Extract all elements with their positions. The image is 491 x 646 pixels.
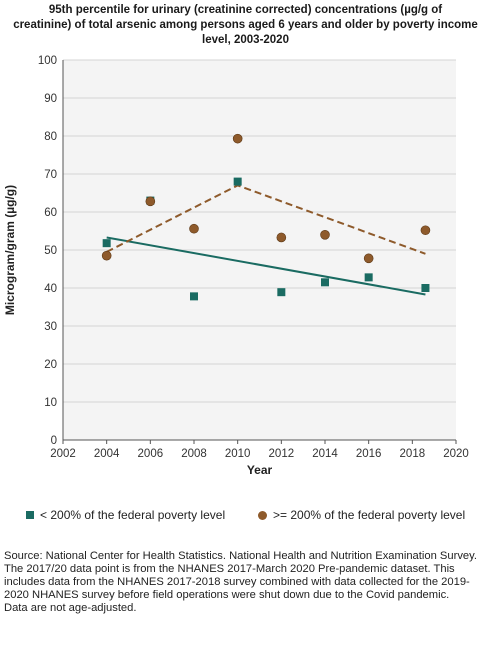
data-point-below-200 — [277, 288, 286, 297]
y-tick-label: 30 — [44, 321, 57, 333]
y-tick-label: 90 — [44, 93, 57, 105]
y-tick-label: 40 — [44, 283, 57, 295]
x-tick-label: 2010 — [225, 448, 251, 460]
data-point-below-200 — [321, 278, 329, 287]
x-tick-label: 2018 — [400, 448, 426, 460]
x-tick-label: 2004 — [94, 448, 120, 460]
x-tick-label: 2016 — [356, 448, 382, 460]
data-point-below-200 — [102, 239, 111, 248]
trend-line-below-200 — [106, 236, 426, 296]
y-tick-label: 100 — [38, 55, 57, 67]
data-point-below-200 — [421, 284, 430, 292]
y-axis-title: Microgram/gram (µg/g) — [3, 185, 17, 315]
y-tick-label: 20 — [44, 359, 57, 371]
x-tick-label: 2014 — [312, 448, 338, 460]
data-point-above-200 — [320, 230, 330, 240]
y-tick-label: 10 — [44, 397, 57, 409]
y-tick-label: 80 — [44, 131, 57, 143]
legend-square-marker — [26, 511, 34, 519]
legend-item-above-200: >= 200% of the federal poverty level — [258, 508, 465, 522]
source-line: Source: National Center for Health Stati… — [4, 550, 478, 562]
data-point-above-200 — [189, 223, 199, 234]
data-point-below-200 — [190, 292, 198, 301]
y-tick-label: 0 — [51, 435, 57, 447]
source-notes: Source: National Center for Health Stati… — [4, 550, 488, 615]
y-tick-label: 60 — [44, 207, 57, 219]
data-point-below-200 — [233, 177, 242, 186]
x-tick-label: 2008 — [181, 448, 207, 460]
x-tick-label: 2012 — [269, 448, 295, 460]
chart-title: 95th percentile for urinary (creatinine … — [13, 4, 478, 46]
data-point-above-200 — [232, 133, 243, 144]
legend-circle-marker — [258, 510, 267, 520]
y-tick-label: 70 — [44, 169, 57, 181]
data-point-above-200 — [145, 196, 156, 207]
dataset-note: The 2017/20 data point is from the NHANE… — [4, 563, 470, 601]
data-point-above-200 — [276, 232, 287, 243]
y-tick-label: 50 — [44, 245, 57, 257]
data-point-above-200 — [101, 250, 112, 261]
x-tick-label: 2006 — [138, 448, 164, 460]
x-axis-title: Year — [247, 463, 273, 477]
data-point-above-200 — [420, 225, 431, 236]
legend-label-above-200: >= 200% of the federal poverty level — [273, 508, 466, 522]
data-point-below-200 — [364, 273, 373, 282]
x-tick-label: 2020 — [443, 448, 469, 460]
legend-label-below-200: < 200% of the federal poverty level — [40, 508, 226, 522]
data-point-above-200 — [363, 253, 374, 264]
x-tick-label: 2002 — [50, 448, 76, 460]
legend-item-below-200: < 200% of the federal poverty level — [26, 508, 225, 522]
age-adjust-note: Data are not age-adjusted. — [4, 602, 137, 614]
